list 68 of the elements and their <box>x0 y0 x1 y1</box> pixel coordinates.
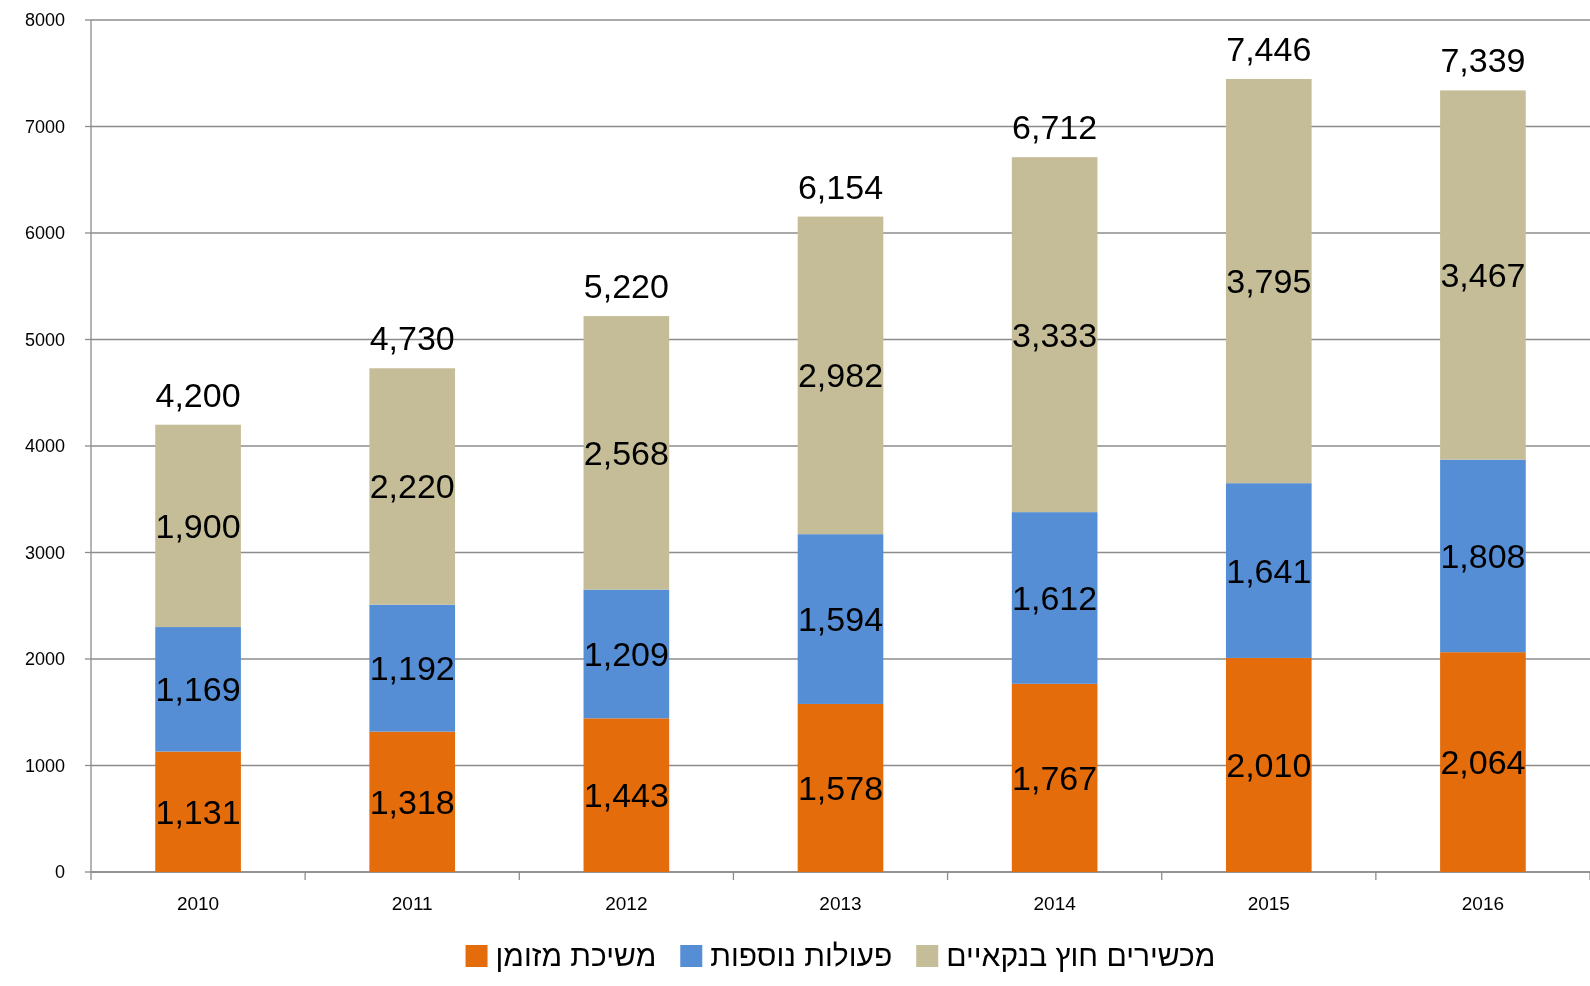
y-tick-label: 4000 <box>24 436 65 456</box>
bar <box>369 604 456 732</box>
data-label: 1,900 <box>155 506 241 545</box>
data-label: 2,220 <box>369 467 455 506</box>
bar <box>1011 683 1098 872</box>
x-tick-label: 2016 <box>1461 893 1505 914</box>
bar <box>1225 79 1312 484</box>
data-label: 1,131 <box>155 792 241 831</box>
x-tick-label: 2015 <box>1247 893 1290 914</box>
data-label: 1,169 <box>155 670 241 709</box>
bar <box>1011 512 1098 684</box>
total-label: 6,154 <box>797 167 884 206</box>
data-label: 1,612 <box>1012 578 1098 617</box>
data-label: 1,808 <box>1440 536 1526 575</box>
bar <box>1225 483 1312 658</box>
data-label: 1,443 <box>583 776 669 815</box>
bar <box>155 424 241 628</box>
data-label: 3,467 <box>1440 256 1526 295</box>
x-tick-label: 2014 <box>1033 893 1077 914</box>
data-label: 3,333 <box>1012 315 1098 354</box>
total-label: 4,200 <box>155 375 241 414</box>
data-label: 3,795 <box>1226 262 1312 301</box>
y-tick-label: 6000 <box>24 223 65 243</box>
total-label: 7,446 <box>1226 30 1312 68</box>
y-tick-label: 2000 <box>24 649 65 669</box>
bar <box>1440 90 1526 460</box>
bar <box>1440 652 1526 872</box>
legend-label: משיכת מזומן <box>495 939 657 972</box>
data-label: 1,594 <box>797 600 884 639</box>
data-label: 1,578 <box>797 768 884 807</box>
total-label: 7,339 <box>1440 41 1526 80</box>
bar <box>155 627 241 752</box>
bar <box>583 718 670 872</box>
y-tick-label: 1000 <box>24 755 65 776</box>
data-label: 1,318 <box>369 782 455 821</box>
bar <box>797 703 884 872</box>
legend-label: פעולות נוספות <box>710 939 893 972</box>
data-label: 2,064 <box>1440 743 1526 782</box>
total-label: 4,730 <box>369 319 455 358</box>
bar <box>369 731 456 872</box>
y-tick-label: 3000 <box>24 542 65 563</box>
data-label: 2,568 <box>583 433 669 472</box>
bar <box>797 534 884 704</box>
data-label: 2,982 <box>797 356 884 395</box>
bar <box>369 368 456 605</box>
bar <box>1011 157 1098 513</box>
total-label: 6,712 <box>1012 108 1098 147</box>
bar <box>155 751 241 872</box>
data-label: 1,209 <box>583 634 669 673</box>
x-tick-label: 2012 <box>605 893 648 914</box>
bar <box>583 316 670 590</box>
legend-label: מכשירים חוץ בנקאיים <box>946 939 1216 972</box>
x-tick-label: 2011 <box>391 893 433 914</box>
bar <box>583 589 670 719</box>
bar <box>1225 657 1312 872</box>
data-label: 1,641 <box>1226 551 1312 590</box>
x-tick-label: 2010 <box>176 893 220 914</box>
bar <box>797 216 884 535</box>
y-tick-label: 7000 <box>24 116 65 137</box>
y-tick-label: 8000 <box>24 10 65 30</box>
bar <box>1440 459 1526 653</box>
data-label: 2,010 <box>1226 745 1312 784</box>
data-label: 1,767 <box>1012 758 1098 797</box>
x-tick-label: 2013 <box>819 893 862 914</box>
y-tick-label: 5000 <box>24 329 65 350</box>
total-label: 5,220 <box>583 267 669 306</box>
data-label: 1,192 <box>369 649 455 688</box>
y-tick-label: 0 <box>54 862 65 882</box>
